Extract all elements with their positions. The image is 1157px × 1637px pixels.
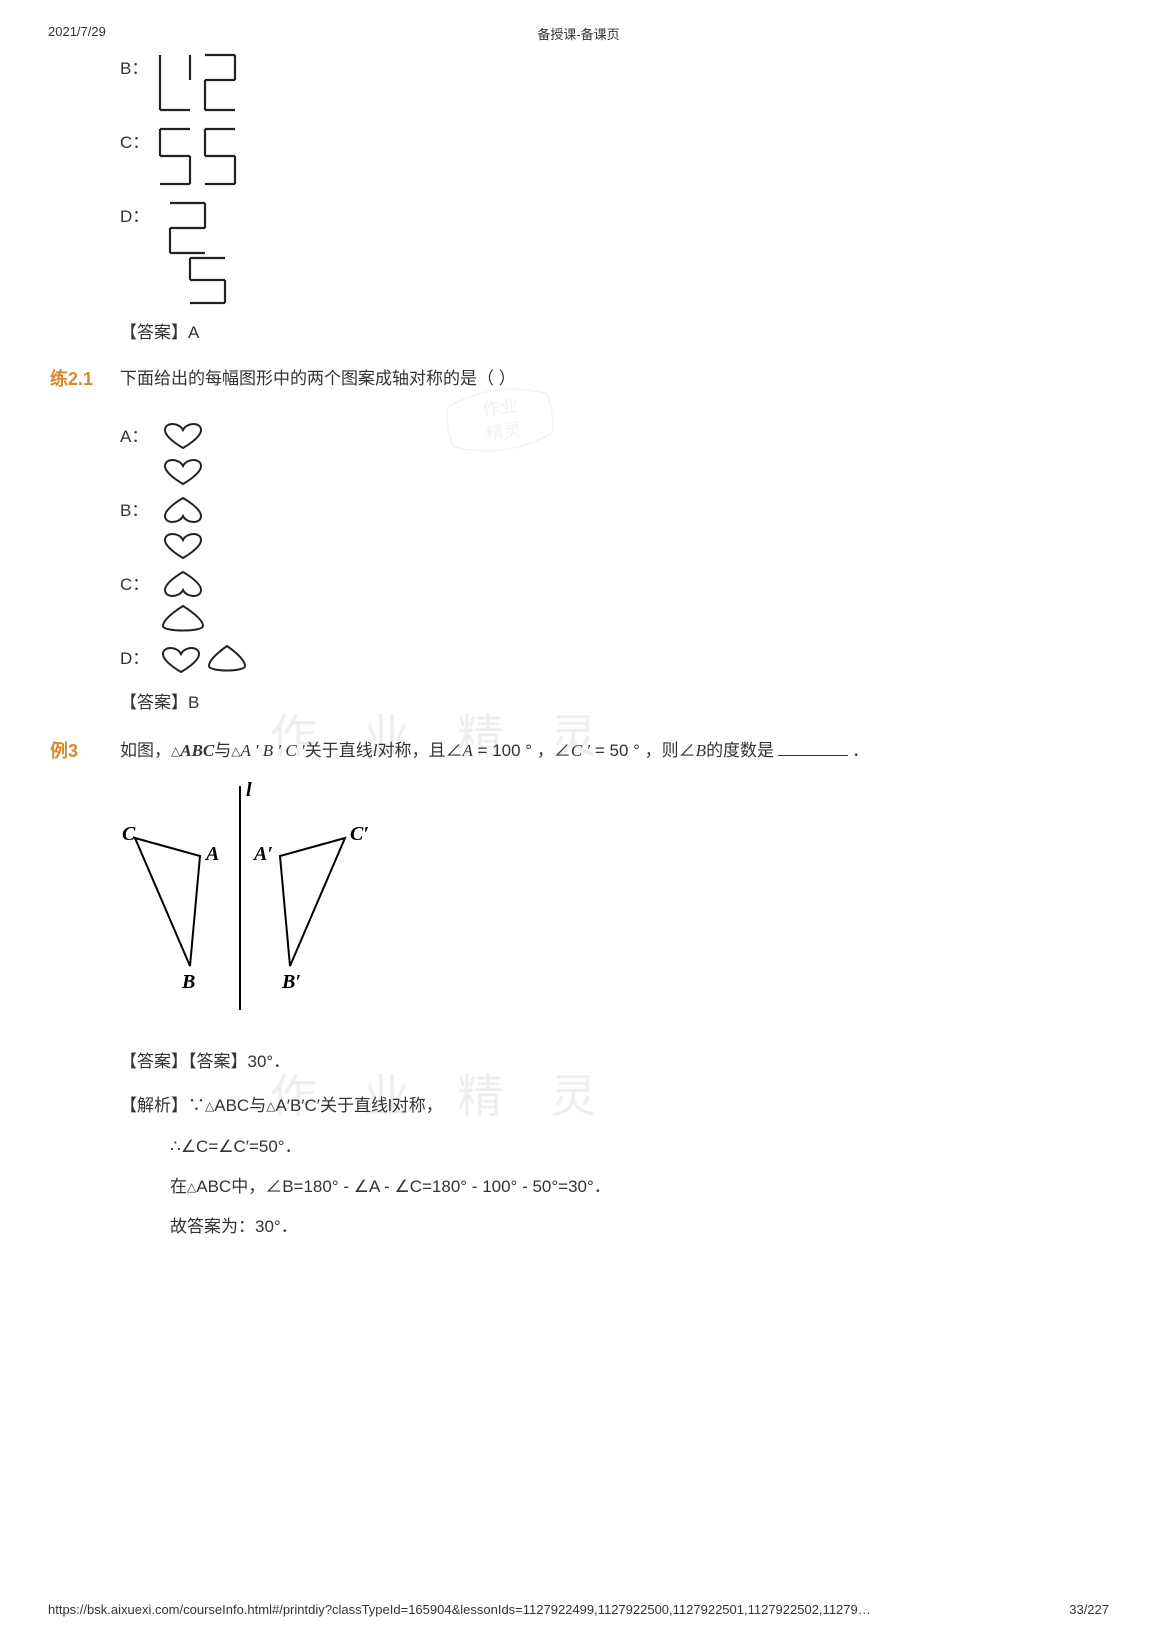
top-option-c-label: C： (120, 124, 155, 153)
svg-text:A′: A′ (252, 843, 273, 865)
svg-text:C′: C′ (350, 823, 369, 845)
p21-option-d: D： (120, 640, 1107, 678)
p21-option-b-shape (155, 492, 215, 562)
p21-option-d-shape (155, 640, 255, 678)
svg-text:l: l (246, 779, 252, 801)
footer-url: https://bsk.aixuexi.com/courseInfo.html#… (48, 1602, 871, 1617)
ex3-answer: 【答案】【答案】30°． (120, 1047, 1107, 1072)
p21-label: 练2.1 (50, 365, 120, 391)
svg-text:C: C (122, 823, 136, 845)
ex3-diagram: l C A B C′ A′ B′ (120, 778, 1107, 1023)
footer-page: 33/227 (1069, 1602, 1109, 1617)
p21-option-a-label: A： (120, 418, 155, 447)
svg-text:A: A (204, 843, 219, 865)
top-option-b-shape (155, 50, 245, 120)
top-option-c-shape (155, 124, 245, 194)
p21-option-c-shape (155, 566, 215, 636)
footer: https://bsk.aixuexi.com/courseInfo.html#… (48, 1602, 1109, 1617)
p21-option-b-label: B： (120, 492, 155, 521)
p21-option-a-shape (155, 418, 215, 488)
svg-text:B: B (181, 971, 195, 993)
header-title: 备授课-备课页 (0, 24, 1157, 43)
ex3-label: 例3 (50, 737, 120, 763)
p21-option-c-label: C： (120, 566, 155, 595)
top-option-b-label: B： (120, 50, 155, 79)
p21-option-b: B： (120, 492, 1107, 562)
p21-answer: 【答案】B (120, 688, 1107, 713)
p21-option-c: C： (120, 566, 1107, 636)
top-answer: 【答案】A (120, 318, 1107, 343)
top-option-d-shape (155, 198, 245, 308)
p21-option-d-label: D： (120, 640, 155, 669)
top-option-d-label: D： (120, 198, 155, 227)
top-option-b: B： (120, 50, 1107, 120)
top-option-c: C： (120, 124, 1107, 194)
p21-option-a: A： (120, 418, 1107, 488)
p21-question: 下面给出的每幅图形中的两个图案成轴对称的是（ ） (120, 365, 1107, 392)
svg-text:B′: B′ (281, 971, 301, 993)
ex3-question: 如图，△ABC与△A ′ B ′ C ′关于直线l对称，且∠A = 100 ° … (120, 737, 1107, 764)
ex3-explanation: 【解析】∵△ABC与△A′B′C′关于直线l对称， ∴∠C=∠C′=50°． 在… (120, 1090, 1107, 1243)
top-option-d: D： (120, 198, 1107, 308)
